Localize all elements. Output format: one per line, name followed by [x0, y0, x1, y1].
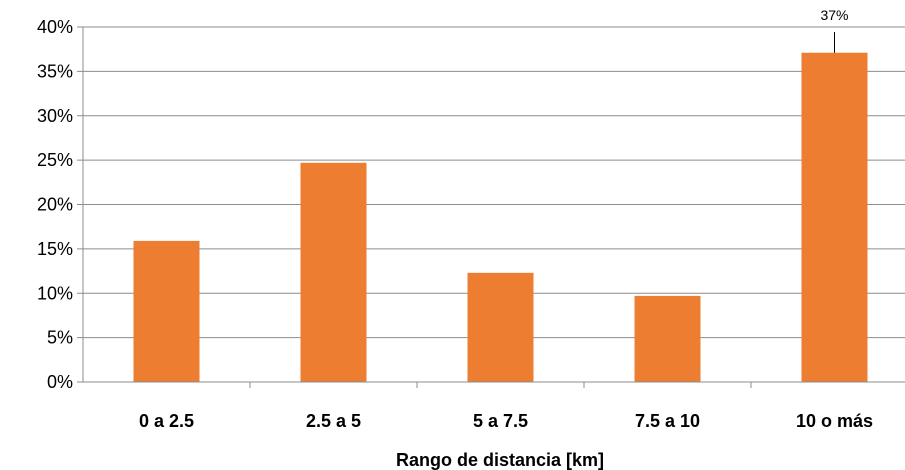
- gridlines: [77, 26, 905, 383]
- bar: [300, 162, 367, 382]
- y-tick-label: 35%: [37, 61, 73, 81]
- annotations: 37%: [820, 7, 849, 53]
- bar: [467, 272, 534, 382]
- x-tick-labels: 0 a 2.5 2.5 a 5 5 a 7.5 7.5 a 10 10 o más: [139, 411, 873, 431]
- x-tick-label: 5 a 7.5: [473, 411, 528, 431]
- bar: [801, 52, 868, 383]
- y-tick-label: 20%: [37, 195, 73, 215]
- y-tick-label: 30%: [37, 106, 73, 126]
- bar: [133, 240, 200, 382]
- y-tick-label: 10%: [37, 283, 73, 303]
- y-tick-labels: 0% 5% 10% 15% 20% 25% 30% 35% 40%: [37, 17, 73, 392]
- x-tick-label: 0 a 2.5: [139, 411, 194, 431]
- y-tick-label: 25%: [37, 150, 73, 170]
- y-tick-label: 5%: [47, 328, 73, 348]
- x-tick-label: 7.5 a 10: [635, 411, 700, 431]
- data-label: 37%: [820, 7, 848, 23]
- y-tick-label: 15%: [37, 239, 73, 259]
- x-tick-label: 10 o más: [796, 411, 873, 431]
- y-tick-label: 40%: [37, 17, 73, 37]
- x-axis-title: Rango de distancia [km]: [396, 450, 604, 470]
- x-tick-label: 2.5 a 5: [306, 411, 361, 431]
- bar: [634, 295, 701, 382]
- bars: [133, 52, 868, 383]
- y-tick-label: 0%: [47, 372, 73, 392]
- axes: [82, 27, 905, 388]
